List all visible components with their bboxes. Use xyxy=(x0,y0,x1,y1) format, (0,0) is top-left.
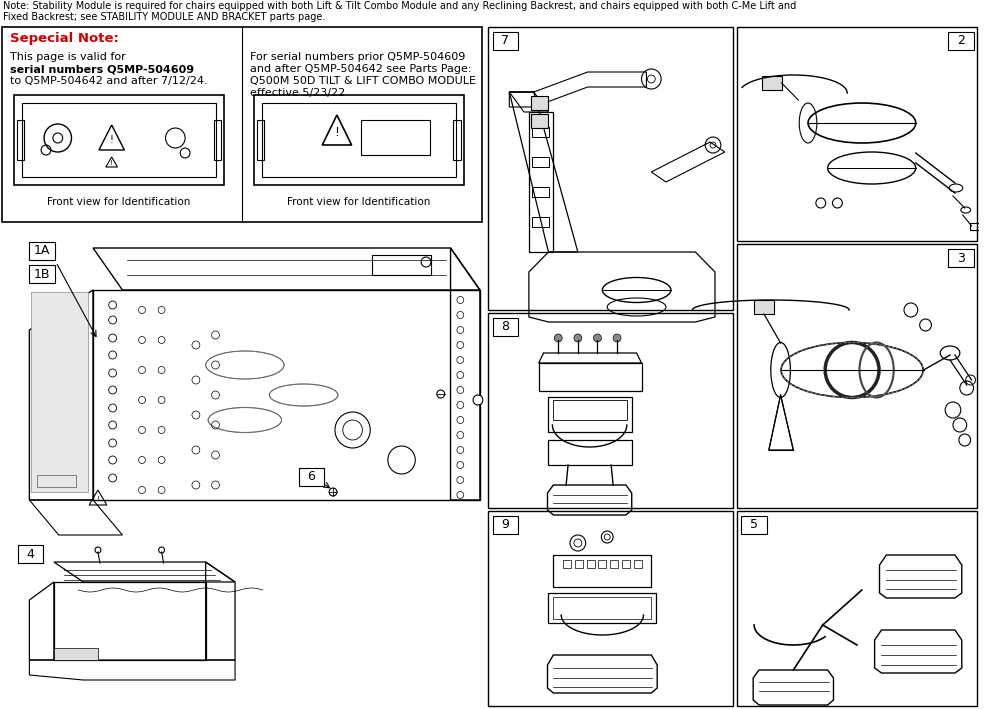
Text: 7: 7 xyxy=(501,35,509,48)
Bar xyxy=(262,103,456,177)
Bar xyxy=(754,300,774,314)
Text: !: ! xyxy=(334,126,339,140)
Bar xyxy=(741,516,767,534)
Text: Front view for Identification: Front view for Identification xyxy=(287,197,430,207)
Text: effective 5/23/22: effective 5/23/22 xyxy=(250,88,345,98)
Text: !: ! xyxy=(97,496,99,502)
Text: 2: 2 xyxy=(957,35,965,48)
Circle shape xyxy=(574,334,582,342)
Bar xyxy=(493,318,518,336)
Bar xyxy=(488,511,733,706)
Bar xyxy=(553,555,651,587)
Circle shape xyxy=(613,334,621,342)
Bar xyxy=(29,242,55,260)
Bar xyxy=(531,114,548,128)
Bar xyxy=(598,560,606,568)
Bar xyxy=(372,255,431,275)
Bar xyxy=(14,95,224,185)
Bar xyxy=(361,120,430,155)
Circle shape xyxy=(570,535,586,551)
Bar xyxy=(29,265,55,283)
Text: For serial numbers prior Q5MP-504609: For serial numbers prior Q5MP-504609 xyxy=(250,52,465,62)
Circle shape xyxy=(601,531,613,543)
Bar xyxy=(553,400,627,420)
Text: and after Q5MP-504642 see Parts Page:: and after Q5MP-504642 see Parts Page: xyxy=(250,64,471,74)
Bar xyxy=(2,27,482,222)
Bar xyxy=(948,249,974,267)
Circle shape xyxy=(473,395,483,405)
Text: 9: 9 xyxy=(501,518,509,532)
Text: 5: 5 xyxy=(750,518,758,532)
Bar xyxy=(493,32,518,50)
Text: !: ! xyxy=(110,160,113,166)
Bar xyxy=(553,597,651,619)
Bar xyxy=(493,516,518,534)
Bar xyxy=(610,560,618,568)
Bar xyxy=(17,120,24,160)
Bar xyxy=(488,313,733,508)
Bar xyxy=(548,397,632,432)
Bar xyxy=(31,292,88,492)
Bar xyxy=(548,593,656,623)
Polygon shape xyxy=(54,648,98,660)
Text: Fixed Backrest; see STABILITY MODULE AND BRACKET parts page.: Fixed Backrest; see STABILITY MODULE AND… xyxy=(3,12,325,22)
Bar xyxy=(548,440,632,465)
Bar xyxy=(18,545,43,563)
Circle shape xyxy=(554,334,562,342)
Bar xyxy=(532,127,549,137)
Circle shape xyxy=(95,547,101,553)
Bar xyxy=(299,468,324,486)
Text: 1B: 1B xyxy=(34,267,50,281)
Bar xyxy=(37,475,76,487)
Bar xyxy=(532,187,549,197)
Bar xyxy=(532,157,549,167)
Bar xyxy=(634,560,642,568)
Bar xyxy=(737,27,977,241)
Bar xyxy=(737,244,977,508)
Text: This page is valid for: This page is valid for xyxy=(10,52,126,62)
Bar xyxy=(254,95,464,185)
Text: 8: 8 xyxy=(501,320,509,333)
Text: serial numbers Q5MP-504609: serial numbers Q5MP-504609 xyxy=(10,64,194,74)
Bar xyxy=(737,511,977,706)
Circle shape xyxy=(159,547,165,553)
Bar xyxy=(257,120,264,160)
Text: Front view for Identification: Front view for Identification xyxy=(47,197,190,207)
Bar xyxy=(531,96,548,110)
Text: Note: Stability Module is required for chairs equipped with both Lift & Tilt Com: Note: Stability Module is required for c… xyxy=(3,1,796,11)
Bar xyxy=(563,560,571,568)
Text: Sepecial Note:: Sepecial Note: xyxy=(10,32,119,45)
Bar xyxy=(575,560,583,568)
Bar xyxy=(948,32,974,50)
Text: Q500M 50D TILT & LIFT COMBO MODULE: Q500M 50D TILT & LIFT COMBO MODULE xyxy=(250,76,476,86)
Bar xyxy=(532,217,549,227)
Text: !: ! xyxy=(110,135,114,145)
Bar xyxy=(453,120,461,160)
Bar xyxy=(539,363,642,391)
Text: 1A: 1A xyxy=(34,245,50,257)
Text: to Q5MP-504642 and after 7/12/24.: to Q5MP-504642 and after 7/12/24. xyxy=(10,76,207,86)
Text: 4: 4 xyxy=(26,547,34,561)
Bar xyxy=(214,120,221,160)
Bar xyxy=(22,103,216,177)
Bar xyxy=(622,560,630,568)
Bar xyxy=(762,76,782,90)
Text: 6: 6 xyxy=(308,471,315,484)
Text: 3: 3 xyxy=(957,252,965,264)
Bar xyxy=(970,223,983,230)
Bar xyxy=(587,560,595,568)
Bar xyxy=(488,27,733,310)
Circle shape xyxy=(594,334,601,342)
